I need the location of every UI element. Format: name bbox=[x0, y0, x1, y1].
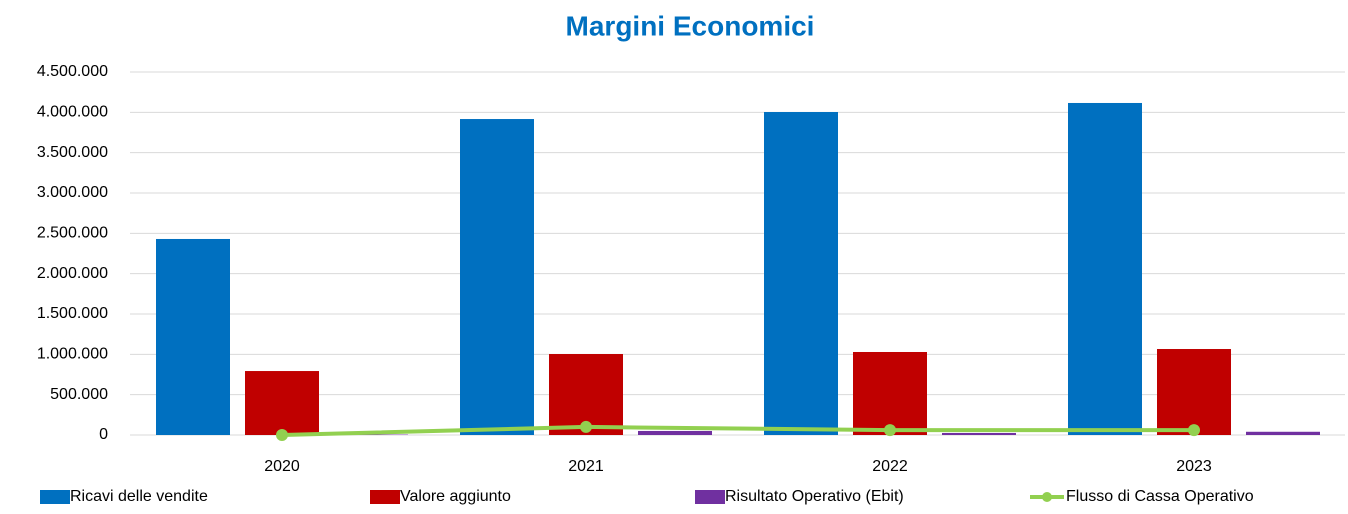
x-tick-label: 2022 bbox=[872, 458, 908, 475]
legend-label: Flusso di Cassa Operativo bbox=[1066, 488, 1254, 505]
bar bbox=[1068, 102, 1142, 435]
y-tick-label: 4.000.000 bbox=[37, 104, 108, 121]
line-point bbox=[580, 420, 592, 433]
y-tick-label: 3.000.000 bbox=[37, 184, 108, 201]
line-point bbox=[1188, 424, 1200, 437]
y-tick-label: 2.500.000 bbox=[37, 225, 108, 242]
legend-label: Risultato Operativo (Ebit) bbox=[725, 488, 904, 505]
y-tick-label: 4.500.000 bbox=[37, 63, 108, 80]
x-tick-label: 2020 bbox=[264, 458, 300, 475]
chart-title: Margini Economici bbox=[566, 10, 815, 41]
bar bbox=[1246, 431, 1320, 435]
y-tick-label: 0 bbox=[99, 426, 108, 443]
bar bbox=[156, 238, 230, 435]
legend-swatch bbox=[695, 490, 725, 504]
legend-swatch bbox=[40, 490, 70, 504]
legend-swatch bbox=[1042, 492, 1052, 502]
y-tick-label: 3.500.000 bbox=[37, 144, 108, 161]
bar bbox=[1157, 349, 1231, 435]
bar bbox=[245, 371, 319, 435]
legend-swatch bbox=[370, 490, 400, 504]
y-tick-label: 1.500.000 bbox=[37, 305, 108, 322]
y-tick-label: 2.000.000 bbox=[37, 265, 108, 282]
line-point bbox=[276, 429, 288, 441]
bar bbox=[460, 119, 534, 436]
bar bbox=[638, 430, 712, 435]
x-tick-label: 2021 bbox=[568, 458, 604, 475]
legend-label: Valore aggiunto bbox=[400, 488, 511, 505]
bar bbox=[942, 432, 1016, 435]
y-tick-label: 1.000.000 bbox=[37, 346, 108, 363]
legend-label: Ricavi delle vendite bbox=[70, 488, 208, 505]
line bbox=[281, 424, 1194, 437]
x-tick-label: 2023 bbox=[1176, 458, 1212, 475]
bar bbox=[764, 112, 838, 435]
y-tick-label: 500.000 bbox=[50, 386, 108, 403]
line-point bbox=[884, 424, 896, 437]
bar bbox=[853, 351, 927, 435]
